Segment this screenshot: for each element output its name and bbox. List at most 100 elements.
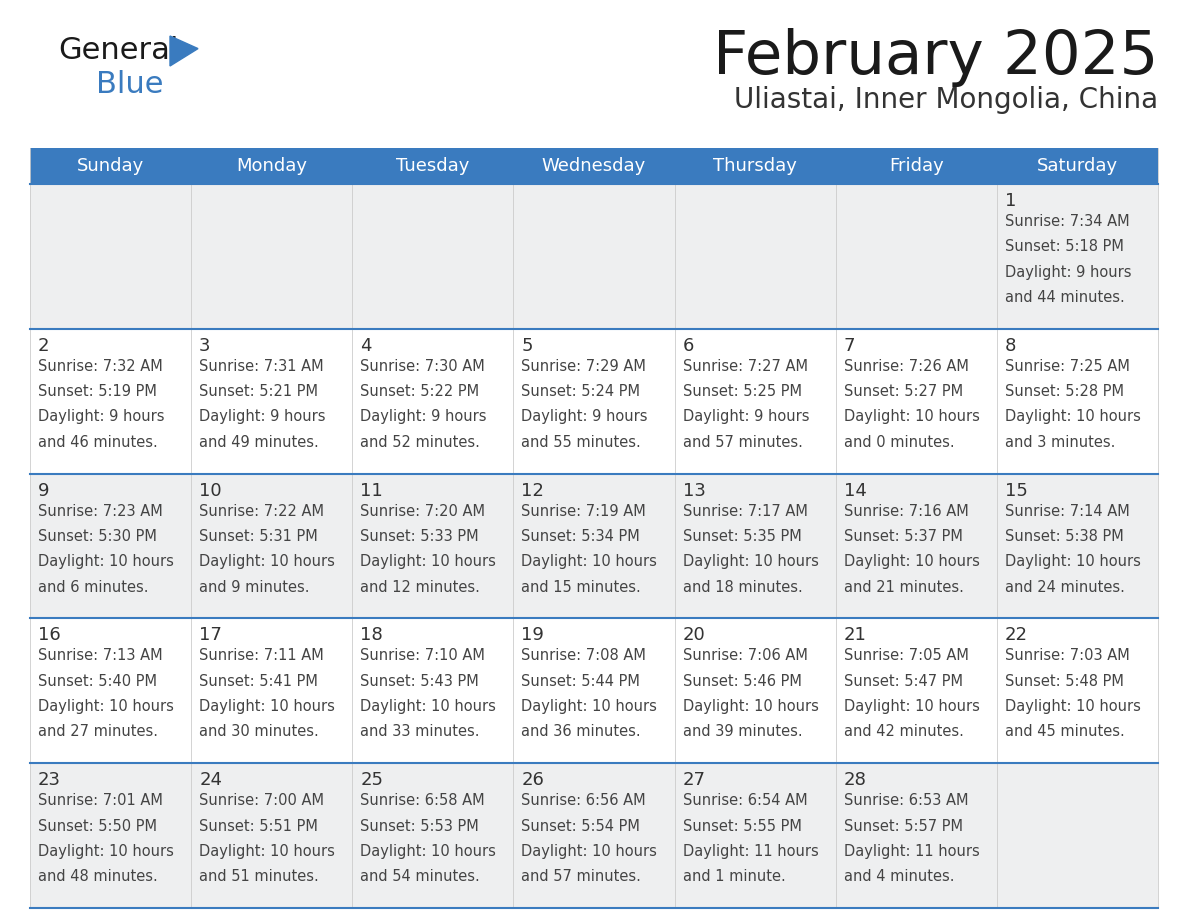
Text: Daylight: 9 hours: Daylight: 9 hours [360, 409, 487, 424]
Text: Daylight: 10 hours: Daylight: 10 hours [200, 554, 335, 569]
Text: Sunset: 5:51 PM: Sunset: 5:51 PM [200, 819, 318, 834]
Text: Sunset: 5:25 PM: Sunset: 5:25 PM [683, 384, 802, 399]
Text: 11: 11 [360, 482, 383, 499]
Text: Daylight: 10 hours: Daylight: 10 hours [38, 554, 173, 569]
Text: and 27 minutes.: and 27 minutes. [38, 724, 158, 739]
Text: Daylight: 10 hours: Daylight: 10 hours [360, 700, 497, 714]
Text: 8: 8 [1005, 337, 1016, 354]
Text: Sunset: 5:28 PM: Sunset: 5:28 PM [1005, 384, 1124, 399]
Text: Sunrise: 7:06 AM: Sunrise: 7:06 AM [683, 648, 808, 664]
Text: Sunrise: 6:58 AM: Sunrise: 6:58 AM [360, 793, 485, 808]
Text: 14: 14 [843, 482, 866, 499]
Text: General: General [58, 36, 178, 65]
Text: and 12 minutes.: and 12 minutes. [360, 579, 480, 595]
Text: and 42 minutes.: and 42 minutes. [843, 724, 963, 739]
Text: Sunrise: 7:10 AM: Sunrise: 7:10 AM [360, 648, 485, 664]
Text: Sunrise: 6:54 AM: Sunrise: 6:54 AM [683, 793, 807, 808]
Text: Sunrise: 7:29 AM: Sunrise: 7:29 AM [522, 359, 646, 374]
Text: 2: 2 [38, 337, 50, 354]
Text: Sunrise: 7:16 AM: Sunrise: 7:16 AM [843, 504, 968, 519]
Text: 16: 16 [38, 626, 61, 644]
Text: 6: 6 [683, 337, 694, 354]
Text: Sunset: 5:33 PM: Sunset: 5:33 PM [360, 529, 479, 544]
Text: Sunrise: 7:11 AM: Sunrise: 7:11 AM [200, 648, 324, 664]
Text: Sunrise: 7:31 AM: Sunrise: 7:31 AM [200, 359, 324, 374]
Text: Daylight: 10 hours: Daylight: 10 hours [522, 700, 657, 714]
Bar [30, 763, 1158, 908]
Text: Sunrise: 7:13 AM: Sunrise: 7:13 AM [38, 648, 163, 664]
Text: Sunrise: 7:23 AM: Sunrise: 7:23 AM [38, 504, 163, 519]
Text: Sunset: 5:18 PM: Sunset: 5:18 PM [1005, 240, 1124, 254]
Text: and 24 minutes.: and 24 minutes. [1005, 579, 1125, 595]
Text: 3: 3 [200, 337, 210, 354]
Text: and 55 minutes.: and 55 minutes. [522, 435, 642, 450]
Text: and 51 minutes.: and 51 minutes. [200, 869, 318, 884]
Text: Sunset: 5:22 PM: Sunset: 5:22 PM [360, 384, 480, 399]
Text: Sunset: 5:34 PM: Sunset: 5:34 PM [522, 529, 640, 544]
Polygon shape [170, 36, 198, 66]
Text: 18: 18 [360, 626, 383, 644]
Text: 28: 28 [843, 771, 866, 789]
Text: 1: 1 [1005, 192, 1016, 210]
Text: Sunset: 5:50 PM: Sunset: 5:50 PM [38, 819, 157, 834]
Text: February 2025: February 2025 [713, 28, 1158, 87]
Text: 24: 24 [200, 771, 222, 789]
Text: Monday: Monday [236, 157, 308, 175]
Text: 20: 20 [683, 626, 706, 644]
Text: Daylight: 10 hours: Daylight: 10 hours [200, 700, 335, 714]
Text: Daylight: 10 hours: Daylight: 10 hours [683, 700, 819, 714]
Text: Daylight: 10 hours: Daylight: 10 hours [38, 700, 173, 714]
Bar [30, 148, 1158, 184]
Text: Sunset: 5:54 PM: Sunset: 5:54 PM [522, 819, 640, 834]
Text: Sunset: 5:48 PM: Sunset: 5:48 PM [1005, 674, 1124, 688]
Text: and 49 minutes.: and 49 minutes. [200, 435, 318, 450]
Text: Sunset: 5:57 PM: Sunset: 5:57 PM [843, 819, 962, 834]
Text: Sunrise: 7:17 AM: Sunrise: 7:17 AM [683, 504, 808, 519]
Text: Sunset: 5:55 PM: Sunset: 5:55 PM [683, 819, 802, 834]
Text: Sunset: 5:37 PM: Sunset: 5:37 PM [843, 529, 962, 544]
Text: 4: 4 [360, 337, 372, 354]
Text: Sunset: 5:41 PM: Sunset: 5:41 PM [200, 674, 318, 688]
Text: and 4 minutes.: and 4 minutes. [843, 869, 954, 884]
Text: 13: 13 [683, 482, 706, 499]
Text: Daylight: 10 hours: Daylight: 10 hours [522, 554, 657, 569]
Text: and 21 minutes.: and 21 minutes. [843, 579, 963, 595]
Text: Sunrise: 7:08 AM: Sunrise: 7:08 AM [522, 648, 646, 664]
Text: Daylight: 10 hours: Daylight: 10 hours [38, 844, 173, 859]
Text: Daylight: 9 hours: Daylight: 9 hours [522, 409, 647, 424]
Text: and 39 minutes.: and 39 minutes. [683, 724, 802, 739]
Text: 10: 10 [200, 482, 222, 499]
Text: Sunset: 5:47 PM: Sunset: 5:47 PM [843, 674, 962, 688]
Text: 27: 27 [683, 771, 706, 789]
Text: 25: 25 [360, 771, 384, 789]
Text: Sunrise: 7:25 AM: Sunrise: 7:25 AM [1005, 359, 1130, 374]
Text: 22: 22 [1005, 626, 1028, 644]
Text: and 57 minutes.: and 57 minutes. [522, 869, 642, 884]
Text: 19: 19 [522, 626, 544, 644]
Text: Tuesday: Tuesday [396, 157, 469, 175]
Text: Sunset: 5:27 PM: Sunset: 5:27 PM [843, 384, 962, 399]
Text: Sunset: 5:30 PM: Sunset: 5:30 PM [38, 529, 157, 544]
Text: Sunrise: 7:30 AM: Sunrise: 7:30 AM [360, 359, 485, 374]
Bar [30, 474, 1158, 619]
Text: Daylight: 10 hours: Daylight: 10 hours [683, 554, 819, 569]
Text: Daylight: 9 hours: Daylight: 9 hours [683, 409, 809, 424]
Text: and 15 minutes.: and 15 minutes. [522, 579, 642, 595]
Text: Wednesday: Wednesday [542, 157, 646, 175]
Text: Sunset: 5:38 PM: Sunset: 5:38 PM [1005, 529, 1124, 544]
Text: Sunrise: 7:03 AM: Sunrise: 7:03 AM [1005, 648, 1130, 664]
Text: Sunset: 5:43 PM: Sunset: 5:43 PM [360, 674, 479, 688]
Text: Friday: Friday [889, 157, 943, 175]
Text: Sunrise: 7:14 AM: Sunrise: 7:14 AM [1005, 504, 1130, 519]
Text: Sunrise: 6:53 AM: Sunrise: 6:53 AM [843, 793, 968, 808]
Text: and 1 minute.: and 1 minute. [683, 869, 785, 884]
Text: 21: 21 [843, 626, 866, 644]
Text: Sunrise: 6:56 AM: Sunrise: 6:56 AM [522, 793, 646, 808]
Bar [30, 329, 1158, 474]
Text: and 9 minutes.: and 9 minutes. [200, 579, 310, 595]
Text: Saturday: Saturday [1037, 157, 1118, 175]
Text: Sunset: 5:21 PM: Sunset: 5:21 PM [200, 384, 318, 399]
Text: and 45 minutes.: and 45 minutes. [1005, 724, 1125, 739]
Text: Sunrise: 7:05 AM: Sunrise: 7:05 AM [843, 648, 968, 664]
Text: Daylight: 10 hours: Daylight: 10 hours [1005, 554, 1140, 569]
